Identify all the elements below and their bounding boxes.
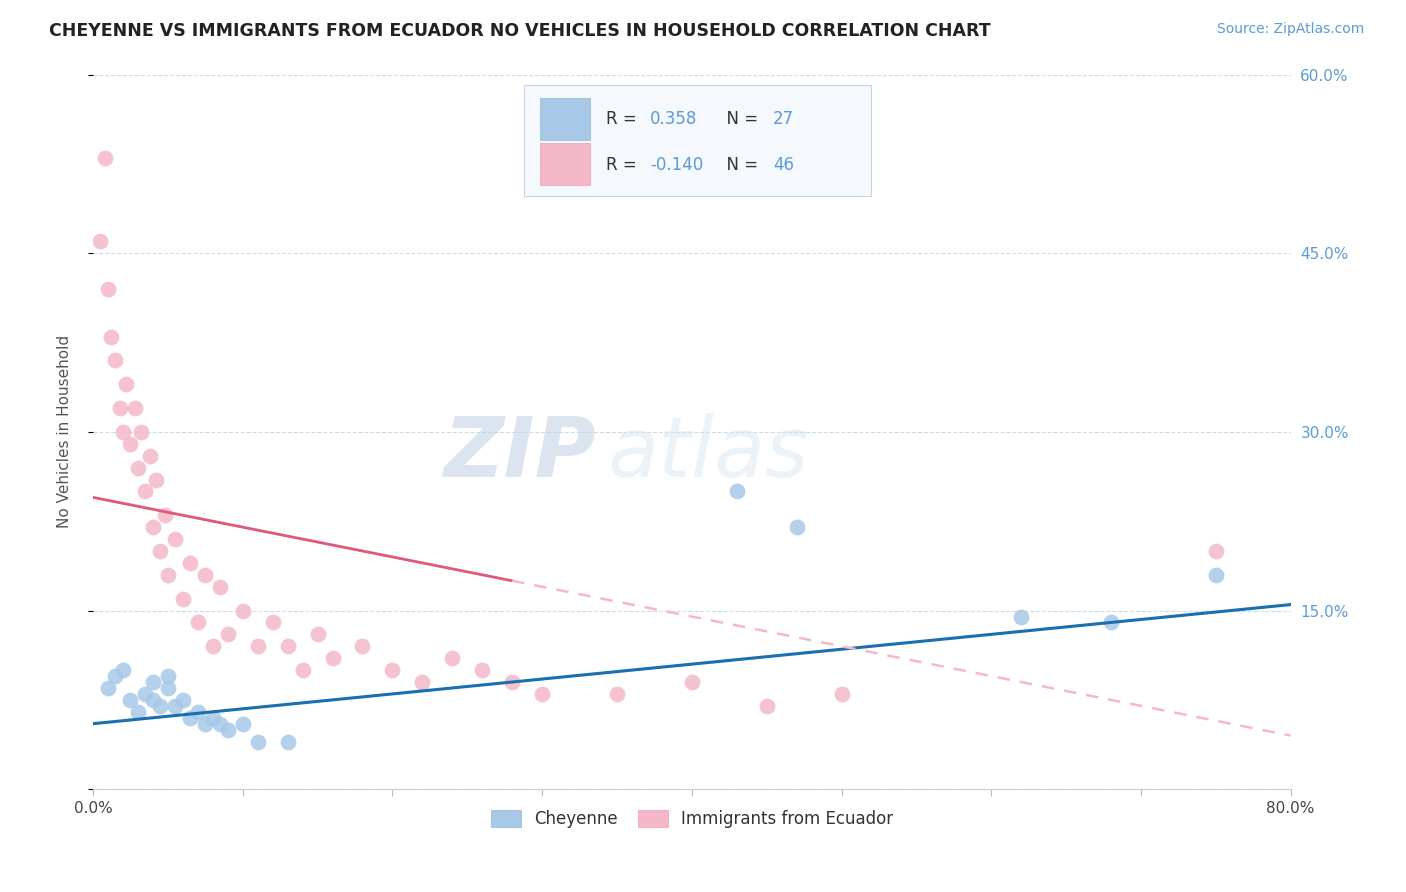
Point [232,603,254,617]
Point [187,615,209,630]
Point [120,437,142,451]
Text: -0.140: -0.140 [650,156,703,174]
Point [149,544,172,558]
Point [217,723,239,737]
Point [194,716,217,731]
Point [1010,609,1032,624]
Text: R =: R = [606,156,641,174]
Point [129,425,152,439]
Point [262,615,284,630]
Point [134,687,156,701]
Point [307,627,329,641]
Text: 0.358: 0.358 [650,110,697,128]
Point [1205,544,1227,558]
Point [124,401,146,415]
Text: CHEYENNE VS IMMIGRANTS FROM ECUADOR NO VEHICLES IN HOUSEHOLD CORRELATION CHART: CHEYENNE VS IMMIGRANTS FROM ECUADOR NO V… [49,22,991,40]
Point [134,484,156,499]
Point [108,401,131,415]
Point [209,580,232,594]
Point [246,734,269,748]
Point [277,640,299,654]
FancyBboxPatch shape [524,86,872,196]
Point [94,151,117,165]
Point [172,591,194,606]
Point [1099,615,1122,630]
Point [156,567,179,582]
Point [352,640,374,654]
Point [831,687,853,701]
FancyBboxPatch shape [540,143,591,186]
Point [142,693,165,707]
Point [149,698,172,713]
Point [209,716,232,731]
Point [1205,567,1227,582]
Y-axis label: No Vehicles in Household: No Vehicles in Household [58,335,72,528]
Point [681,675,703,690]
Point [201,711,224,725]
Point [606,687,628,701]
Point [786,520,808,534]
Point [172,693,194,707]
Point [194,567,217,582]
Point [232,716,254,731]
Text: atlas: atlas [607,413,810,494]
Point [322,651,344,665]
FancyBboxPatch shape [540,98,591,140]
Point [246,640,269,654]
Point [179,711,201,725]
Point [97,681,120,695]
Text: N =: N = [716,156,763,174]
Point [104,669,127,683]
Point [139,449,162,463]
Text: 46: 46 [773,156,794,174]
Point [531,687,554,701]
Point [725,484,748,499]
Point [165,698,187,713]
Point [120,693,142,707]
Point [156,681,179,695]
Point [291,663,314,677]
Point [165,532,187,546]
Point [441,651,464,665]
Point [179,556,201,570]
Point [381,663,404,677]
Point [153,508,176,523]
Text: ZIP: ZIP [443,413,596,494]
Point [115,377,138,392]
Text: 27: 27 [773,110,794,128]
Text: R =: R = [606,110,641,128]
Text: Source: ZipAtlas.com: Source: ZipAtlas.com [1216,22,1364,37]
Point [501,675,523,690]
Point [97,282,120,296]
Point [89,234,111,248]
Point [100,329,122,343]
Point [471,663,494,677]
Legend: Cheyenne, Immigrants from Ecuador: Cheyenne, Immigrants from Ecuador [484,803,900,835]
Point [187,705,209,719]
Point [145,473,167,487]
Point [127,705,149,719]
Point [201,640,224,654]
Point [755,698,778,713]
Point [156,669,179,683]
Point [411,675,433,690]
Point [277,734,299,748]
Point [104,353,127,368]
Point [127,460,149,475]
Point [142,675,165,690]
Point [111,663,134,677]
Point [142,520,165,534]
Point [111,425,134,439]
Text: N =: N = [716,110,763,128]
Point [217,627,239,641]
